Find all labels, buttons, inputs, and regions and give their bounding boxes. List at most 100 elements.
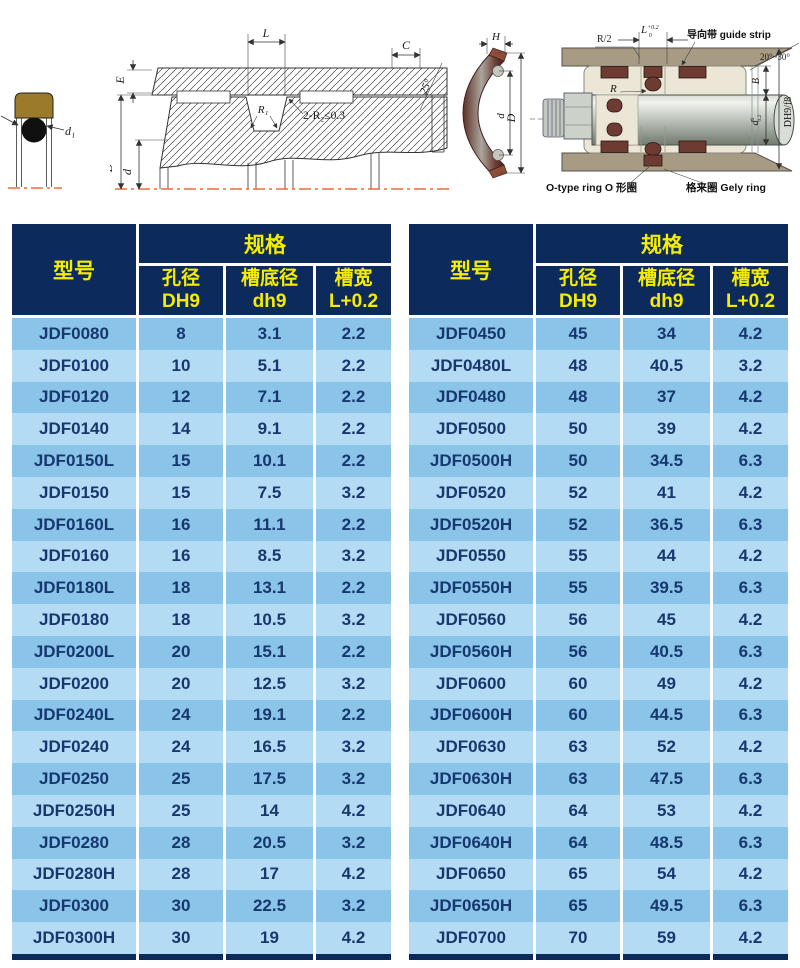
- spec-table-left: 型号 规格 孔径 DH9 槽底径 dh9 槽宽 L+0.2: [9, 221, 394, 960]
- value-cell: 44.5: [620, 699, 713, 732]
- table-row: JDF0480L 48 40.5 3.2: [406, 349, 791, 382]
- column-header-width: 槽宽 L+0.2: [313, 263, 394, 318]
- value-cell: 3.2: [313, 540, 394, 573]
- model-cell: JDF0600H: [406, 699, 536, 732]
- chamfer-range: 20°~30°: [760, 52, 790, 62]
- cylinder-wall-section: [151, 67, 448, 96]
- table-row: JDF0500H 50 34.5 6.3: [406, 445, 791, 477]
- value-cell: 50: [533, 413, 623, 446]
- groove-section-diagram: L C E D: [110, 26, 450, 190]
- table-row: JDF0520 52 41 4.2: [406, 476, 791, 509]
- value-cell: 65: [533, 890, 623, 923]
- table-footer-bar: [9, 953, 394, 960]
- svg-text:E: E: [113, 76, 127, 85]
- value-cell: 4.2: [710, 604, 791, 636]
- value-cell: 6.3: [710, 890, 791, 923]
- guide-strip: [600, 140, 629, 153]
- value-cell: 39.5: [620, 572, 713, 605]
- piston-assembly: 20°~30° R/2 L+0.2 0 导向带 guide strip B: [530, 24, 800, 194]
- value-cell: 17.5: [223, 763, 316, 795]
- value-cell: 16: [136, 540, 226, 573]
- value-cell: 70: [533, 922, 623, 954]
- value-cell: 44: [620, 540, 713, 573]
- column-header-spec: 规格: [533, 221, 791, 266]
- model-cell: JDF0100: [9, 349, 139, 382]
- value-cell: 65: [533, 858, 623, 891]
- value-cell: 3.2: [313, 731, 394, 764]
- table-row: JDF0560 56 45 4.2: [406, 604, 791, 636]
- value-cell: 12.5: [223, 667, 316, 700]
- value-cell: 2.2: [313, 635, 394, 668]
- table-row: JDF0250 25 17.5 3.2: [9, 763, 394, 795]
- table-row: JDF0080 8 3.1 2.2: [9, 316, 394, 350]
- column-header-groove: 槽底径 dh9: [620, 263, 713, 318]
- model-cell: JDF0550: [406, 540, 536, 573]
- value-cell: 4.2: [313, 794, 394, 827]
- table-row: JDF0140 14 9.1 2.2: [9, 413, 394, 446]
- value-cell: 63: [533, 731, 623, 764]
- svg-text:C: C: [402, 38, 411, 52]
- model-cell: JDF0500: [406, 413, 536, 446]
- value-cell: 54: [620, 858, 713, 891]
- value-cell: 3.2: [313, 826, 394, 859]
- model-cell: JDF0650: [406, 858, 536, 891]
- model-cell: JDF0150L: [9, 445, 139, 477]
- column-header-bore: 孔径 DH9: [533, 263, 623, 318]
- table-row: JDF0280H 28 17 4.2: [9, 858, 394, 891]
- value-cell: 4.2: [710, 476, 791, 509]
- model-cell: JDF0480L: [406, 349, 536, 382]
- value-cell: 6.3: [710, 635, 791, 668]
- value-cell: 50: [533, 445, 623, 477]
- value-cell: 3.2: [313, 763, 394, 795]
- value-cell: 15: [136, 445, 226, 477]
- value-cell: 14: [223, 794, 316, 827]
- hex-nut: [563, 92, 593, 140]
- value-cell: 8.5: [223, 540, 316, 573]
- column-header-groove: 槽底径 dh9: [223, 263, 316, 318]
- svg-text:R₁: R₁: [257, 104, 269, 116]
- seal-cross-section-diagram: d₁: [0, 92, 75, 189]
- value-cell: 52: [533, 508, 623, 541]
- table-row: JDF0630H 63 47.5 6.3: [406, 763, 791, 795]
- table-footer-bar: [406, 953, 791, 960]
- guide-strip: [678, 66, 707, 79]
- value-cell: 17: [223, 858, 316, 891]
- table-row: JDF0240 24 16.5 3.2: [9, 731, 394, 764]
- svg-text:H: H: [491, 31, 501, 43]
- value-cell: 20.5: [223, 826, 316, 859]
- value-cell: 8: [136, 316, 226, 350]
- spec-table-right: 型号 规格 孔径 DH9 槽底径 dh9 槽宽 L+0.2: [406, 221, 791, 960]
- svg-text:d: d: [120, 168, 134, 175]
- model-cell: JDF0500H: [406, 445, 536, 477]
- model-cell: JDF0520H: [406, 508, 536, 541]
- value-cell: 3.2: [313, 604, 394, 636]
- table-row: JDF0630 63 52 4.2: [406, 731, 791, 764]
- value-cell: 6.3: [710, 826, 791, 859]
- value-cell: 28: [136, 858, 226, 891]
- svg-text:2-R₂≤0.3: 2-R₂≤0.3: [303, 110, 345, 122]
- model-cell: JDF0160: [9, 540, 139, 573]
- dimension-E: E: [113, 60, 152, 103]
- model-cell: JDF0650H: [406, 890, 536, 923]
- value-cell: 2.2: [313, 699, 394, 732]
- model-cell: JDF0280: [9, 826, 139, 859]
- value-cell: 56: [533, 635, 623, 668]
- value-cell: 48.5: [620, 826, 713, 859]
- table-row: JDF0600 60 49 4.2: [406, 667, 791, 700]
- table-row: JDF0650 65 54 4.2: [406, 858, 791, 891]
- value-cell: 6.3: [710, 763, 791, 795]
- table-row: JDF0450 45 34 4.2: [406, 316, 791, 350]
- model-cell: JDF0560H: [406, 635, 536, 668]
- spec-tables: 型号 规格 孔径 DH9 槽底径 dh9 槽宽 L+0.2: [0, 221, 800, 960]
- value-cell: 60: [533, 667, 623, 700]
- value-cell: 3.2: [313, 476, 394, 509]
- model-cell: JDF0150: [9, 476, 139, 509]
- dimension-L: L: [247, 26, 286, 96]
- o-ring-energizer-bottom: [644, 142, 662, 156]
- cylinder-bottom: [561, 152, 793, 172]
- model-cell: JDF0180L: [9, 572, 139, 605]
- table-row: JDF0180 18 10.5 3.2: [9, 604, 394, 636]
- piston-section: [159, 96, 448, 169]
- value-cell: 6.3: [710, 572, 791, 605]
- column-header-bore: 孔径 DH9: [136, 263, 226, 318]
